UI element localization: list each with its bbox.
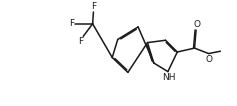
Text: O: O: [205, 55, 212, 64]
Text: NH: NH: [162, 73, 175, 82]
Text: F: F: [78, 37, 83, 46]
Text: O: O: [194, 20, 201, 29]
Text: F: F: [91, 2, 96, 11]
Text: F: F: [69, 19, 75, 28]
